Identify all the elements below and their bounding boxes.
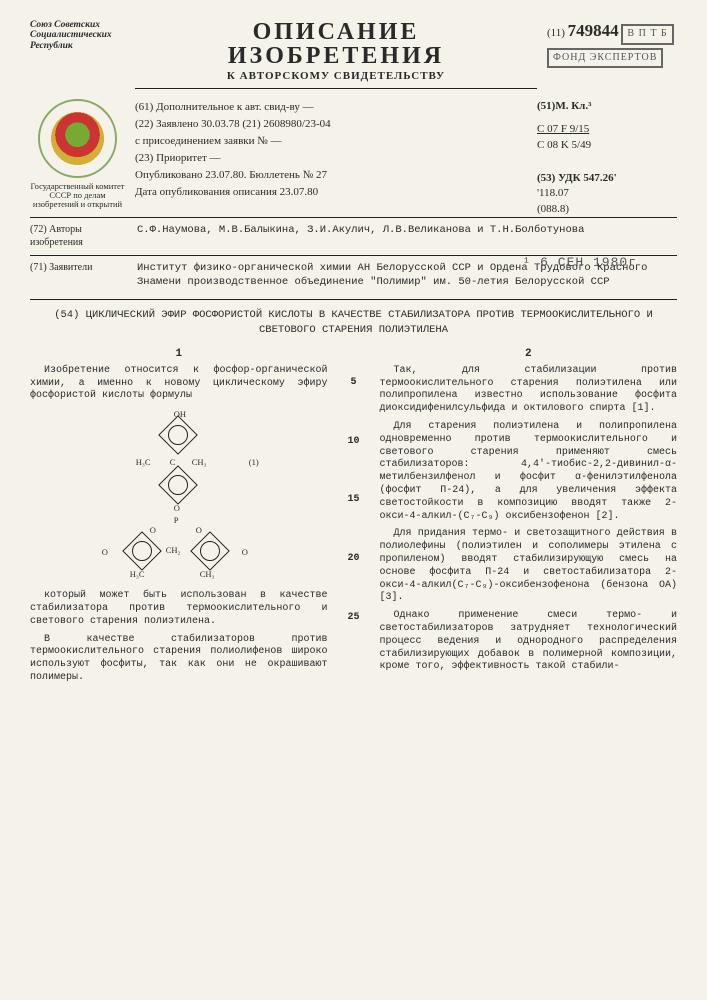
- title-line1: ОПИСАНИЕ: [135, 20, 537, 44]
- line-no: 10: [347, 436, 359, 449]
- ussr-emblem-icon: [38, 99, 117, 178]
- field-53-b: '118.07: [537, 186, 677, 201]
- field-23: (23) Приоритет —: [135, 150, 527, 167]
- benzene-ring-icon: [158, 465, 198, 505]
- issuing-org: Союз Советских Социалистических Республи…: [30, 20, 125, 51]
- col1-p2: который может быть использован в качеств…: [30, 590, 328, 628]
- col1-p1: Изобретение относится к фосфор-органичес…: [30, 365, 328, 403]
- title-line2: ИЗОБРЕТЕНИЯ: [135, 44, 537, 68]
- field-61: (61) Дополнительное к авт. свид-ву —: [135, 99, 527, 116]
- line-no: 5: [350, 377, 356, 390]
- chem-ch3-bottom2: CH₃: [200, 569, 215, 580]
- col2-p4: Однако применение смеси термо- и светост…: [380, 610, 678, 674]
- field-53-c: (088.8): [537, 202, 677, 217]
- chem-ch3l: H₃C: [136, 457, 151, 468]
- stamp-fund: ФОНД ЭКСПЕРТОВ: [547, 48, 663, 69]
- col1-number: 1: [30, 347, 328, 361]
- column-1: 1 Изобретение относится к фосфор-органич…: [30, 347, 328, 690]
- authors-names: С.Ф.Наумова, М.В.Балыкина, З.И.Акулич, Л…: [137, 224, 677, 249]
- chem-ch3r: CH₃: [192, 457, 207, 468]
- chem-x2: O: [242, 547, 248, 558]
- ring-icon: [122, 531, 162, 571]
- chem-p: P: [174, 515, 179, 526]
- ring-icon: [190, 531, 230, 571]
- emblem-caption: Государственный комитет СССР по делам из…: [30, 182, 125, 210]
- chem-o3: O: [196, 525, 202, 536]
- patent-number: 749844: [568, 21, 619, 40]
- chem-ch3-bottom1: H₃C: [130, 569, 145, 580]
- title-block: ОПИСАНИЕ ИЗОБРЕТЕНИЯ К АВТОРСКОМУ СВИДЕТ…: [135, 20, 537, 93]
- field-app-join: с присоединением заявки № —: [135, 133, 527, 150]
- col2-p3: Для придания термо- и светозащитного дей…: [380, 528, 678, 605]
- field-published: Опубликовано 23.07.80. Бюллетень № 27: [135, 167, 527, 184]
- field-53-label: (53) УДК 547.26': [537, 171, 677, 186]
- bibliographic-center: (61) Дополнительное к авт. свид-ву — (22…: [135, 99, 527, 217]
- chemical-formula: OH H₃C C CH₃ (1) O P O O CH₂ O O H₃C CH₃: [94, 409, 264, 584]
- line-no: 15: [347, 494, 359, 507]
- receipt-date-stamp: ¹ 6 СЕН 1980г: [523, 255, 637, 271]
- chem-o1: O: [174, 503, 180, 514]
- field-51-label: (51)М. Кл.³: [537, 99, 677, 114]
- col2-number: 2: [380, 347, 678, 361]
- formula-number: (1): [249, 457, 259, 468]
- chem-o2: O: [150, 525, 156, 536]
- bibliographic-right: (51)М. Кл.³ C 07 F 9/15 C 08 K 5/49 (53)…: [537, 99, 677, 217]
- patent-number-block: (11) 749844 В П Т Б ФОНД ЭКСПЕРТОВ: [547, 20, 677, 68]
- field-pub-date: Дата опубликования описания 23.07.80: [135, 184, 527, 201]
- line-number-gutter: 5 10 15 20 25: [346, 347, 362, 690]
- col2-p2: Для старения полиэтилена и полипропилена…: [380, 421, 678, 523]
- col1-p3: В качестве стабилизаторов против термоок…: [30, 634, 328, 685]
- state-emblem-block: Государственный комитет СССР по делам из…: [30, 99, 125, 217]
- line-no: 25: [347, 612, 359, 625]
- field-22: (22) Заявлено 30.03.78 (21) 2608980/23-0…: [135, 116, 527, 133]
- applicants-label: (71) Заявители: [30, 262, 125, 289]
- stamp-vptb: В П Т Б: [621, 24, 673, 45]
- patent-label: (11): [547, 27, 565, 39]
- authors-label: (72) Авторы изобретения: [30, 224, 125, 249]
- chem-ch2: CH₂: [166, 545, 181, 556]
- chem-c: C: [170, 457, 176, 468]
- column-2: 2 Так, для стабилизации против термоокис…: [380, 347, 678, 690]
- col2-p1: Так, для стабилизации против термоокисли…: [380, 365, 678, 416]
- benzene-ring-icon: [158, 415, 198, 455]
- field-51-class2: C 08 K 5/49: [537, 138, 677, 153]
- line-no: 20: [347, 553, 359, 566]
- invention-title: (54) ЦИКЛИЧЕСКИЙ ЭФИР ФОСФОРИСТОЙ КИСЛОТ…: [30, 308, 677, 336]
- field-51-class1: C 07 F 9/15: [537, 122, 677, 137]
- subtitle: К АВТОРСКОМУ СВИДЕТЕЛЬСТВУ: [135, 70, 537, 84]
- chem-x1: O: [102, 547, 108, 558]
